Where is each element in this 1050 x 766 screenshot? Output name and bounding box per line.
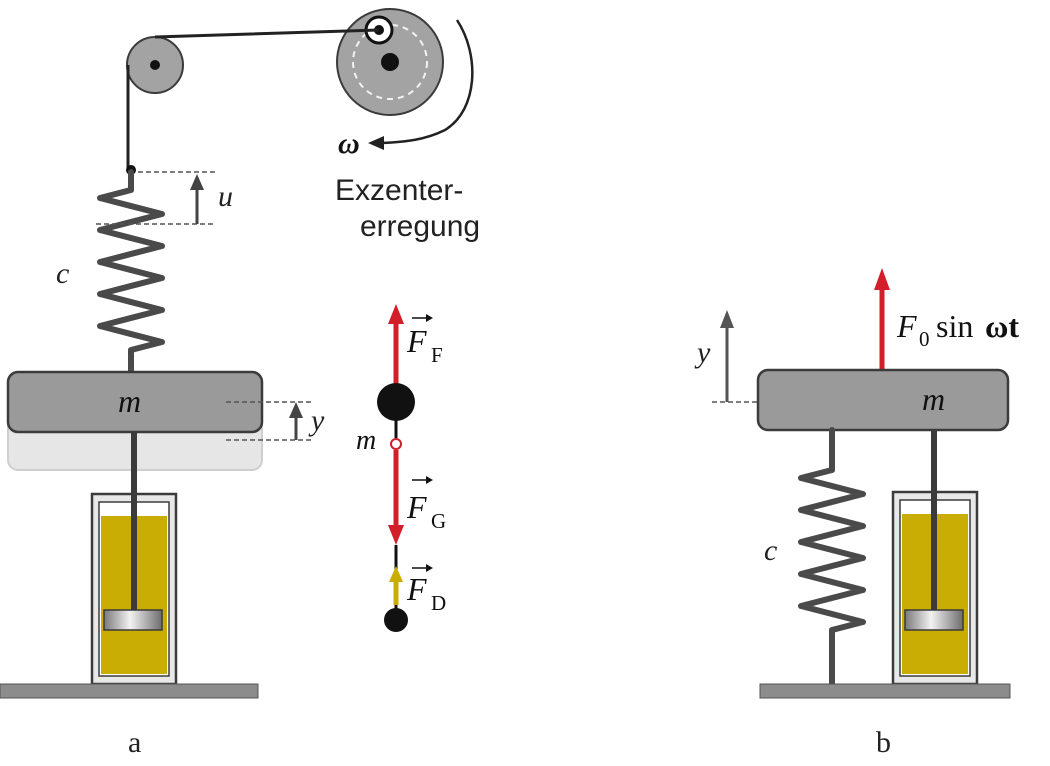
label-FD: F D	[406, 564, 446, 615]
damper-a	[90, 432, 178, 686]
ground-b	[759, 683, 1011, 699]
caption-b: b	[876, 726, 891, 759]
exzenter-label-line2: erregung	[360, 210, 480, 243]
spring-b	[798, 427, 866, 687]
spring-label-c-a: c	[56, 257, 69, 290]
eccentric-wheel	[336, 8, 444, 116]
ground-a	[0, 683, 259, 699]
y-label-a: y	[308, 404, 325, 437]
part-b: F 0 sin ωt y m c b	[694, 268, 1019, 759]
part-a: ω Exzenter- erregung c u m y	[0, 8, 480, 759]
rotation-arrow	[381, 19, 474, 145]
damper-b	[891, 430, 979, 686]
omega-label: ω	[338, 127, 360, 160]
mass-label-b: m	[922, 381, 945, 417]
mass-label-fbd: m	[356, 425, 376, 456]
y-label-b: y	[694, 336, 711, 369]
mass-center-marker	[390, 438, 402, 450]
mass-point	[377, 383, 415, 421]
svg-text:ωt: ωt	[985, 308, 1019, 344]
svg-text:G: G	[431, 509, 446, 533]
mass-label-a: m	[118, 383, 141, 419]
spring-a	[97, 169, 165, 375]
caption-a: a	[128, 726, 141, 759]
y-displacement-indicator-a	[226, 401, 312, 441]
svg-text:sin: sin	[936, 308, 973, 344]
rope	[126, 28, 380, 170]
label-FG: F G	[406, 476, 446, 533]
u-label: u	[218, 180, 233, 213]
damper-point	[384, 608, 408, 632]
svg-text:F: F	[431, 343, 443, 367]
pulley	[126, 36, 184, 94]
svg-text:F: F	[406, 489, 427, 525]
free-body-diagram: F F m F G F D	[356, 304, 446, 632]
rotation-arrow-head	[368, 136, 384, 150]
u-displacement-indicator	[96, 171, 215, 225]
spring-label-c-b: c	[764, 534, 777, 567]
exzenter-label-line1: Exzenter-	[335, 174, 463, 207]
svg-text:F: F	[406, 571, 427, 607]
svg-text:F: F	[406, 323, 427, 359]
svg-text:D: D	[431, 591, 446, 615]
label-F0-sin-omega-t: F 0 sin ωt	[896, 308, 1019, 351]
mass-b	[756, 368, 1010, 432]
svg-text:F: F	[896, 308, 917, 344]
svg-text:0: 0	[919, 327, 930, 351]
label-FF: F F	[406, 314, 443, 367]
